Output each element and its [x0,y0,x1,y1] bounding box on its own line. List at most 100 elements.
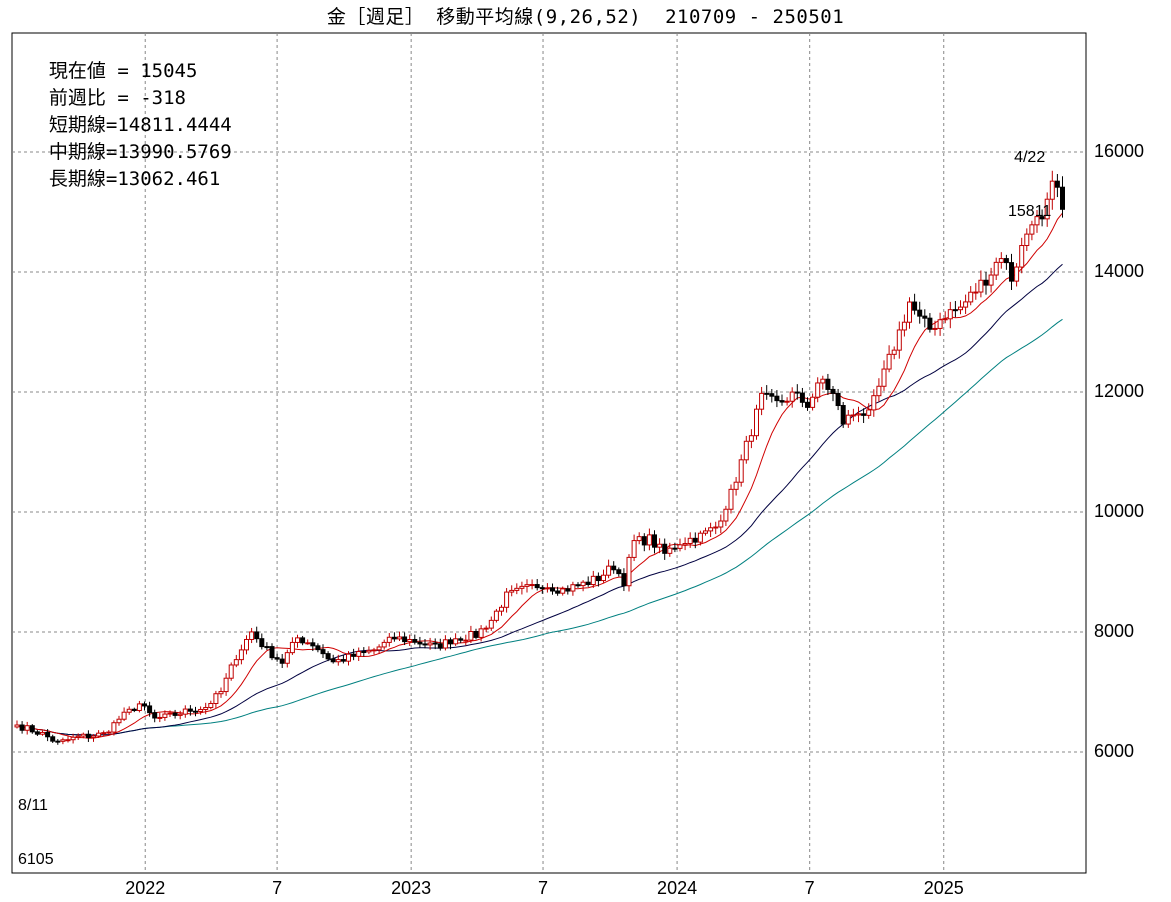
candle [187,705,193,716]
candle-body-down [351,653,357,657]
candle-body-up [157,716,163,719]
candle [682,537,688,551]
candle-body-up [203,707,209,710]
candle [397,631,402,641]
candle [998,252,1004,269]
candle [815,377,821,403]
candle-body-up [96,732,102,737]
candle [65,735,71,743]
candle-body-up [667,547,673,554]
candle-body-down [779,400,785,403]
candle [493,608,499,623]
candle [463,634,469,646]
candle-body-up [514,587,520,591]
candle-body-down [952,309,958,312]
candle-body-up [106,731,112,734]
candle-body-up [504,591,510,608]
candle-body-up [376,646,382,651]
candle [223,673,229,696]
candle [126,706,132,715]
candle [468,625,474,644]
candle [830,385,836,402]
candle-body-up [121,711,127,720]
candle [91,734,96,742]
candle [799,387,805,408]
candle-body-up [657,543,663,548]
candle-body-down [1060,186,1065,210]
candle [509,585,515,597]
candle [886,345,892,373]
chart-title: 金［週足］ 移動平均線(9,26,52) 210709 - 250501 [326,6,845,28]
candle-body-up [636,536,642,542]
candle-body-down [473,630,479,638]
candle-body-up [75,735,81,738]
candle [14,720,20,729]
candle-body-up [24,725,30,731]
candle-body-up [993,261,999,276]
candle-body-down [50,736,56,742]
candle [968,286,974,306]
candle-body-up [901,321,907,331]
candle-body-up [386,636,392,643]
candle [24,721,30,735]
candle [539,585,545,594]
candle-body-up [223,677,229,693]
candle [427,637,433,650]
candle-body-up [601,574,606,582]
candle [218,687,224,698]
current-value: 現在値 = 15045 [48,60,198,82]
candle [1009,253,1014,291]
candle-body-down [672,547,678,550]
candle-body-down [422,643,428,646]
candles [14,170,1065,745]
candle-body-up [208,703,214,709]
candle-body-up [963,301,969,308]
short-ma-value: 短期線=14811.4444 [48,114,232,136]
candle [606,559,612,579]
candle [759,386,765,416]
candle [560,586,566,596]
candle-body-down [621,573,627,587]
candle [249,627,255,644]
long-ma-line [16,318,1063,736]
candle [1054,174,1060,198]
candle-body-up [713,526,719,529]
candle-body-down [917,309,923,317]
candle-body-down [555,590,561,594]
candle [840,402,846,428]
candle-body-down [611,565,617,571]
candle-body-down [187,708,193,712]
candle-body-up [733,481,739,490]
candle [121,707,127,722]
candle-body-down [830,388,836,394]
info-bar: 現在値 = 15045 前週比 = -318 短期線=14811.4444 中期… [26,34,272,191]
candle-body-up [493,610,499,621]
x-tick-label: 2025 [923,878,964,898]
candle-body-up [1029,224,1035,235]
candle-body-down [794,391,800,394]
candle [131,707,137,713]
candle-body-up [1019,245,1025,268]
candle [861,408,867,423]
candle [988,267,994,293]
candle [1060,176,1065,218]
candle-body-up [866,409,872,416]
candle-body-down [437,643,443,649]
candle-body-down [274,657,280,660]
candle [708,522,714,538]
candle-body-up [356,651,362,657]
candle [963,294,969,314]
candle-body-up [70,736,76,741]
candle [448,637,453,650]
candle [182,705,188,718]
candle-body-up [1049,180,1055,200]
candle [779,394,785,406]
candle-body-up [891,349,897,355]
candle [1019,237,1025,274]
candle-body-up [488,619,494,629]
candle [616,567,622,577]
candle [147,701,153,717]
candle [356,647,362,662]
candle [371,647,377,655]
candle [917,301,923,324]
